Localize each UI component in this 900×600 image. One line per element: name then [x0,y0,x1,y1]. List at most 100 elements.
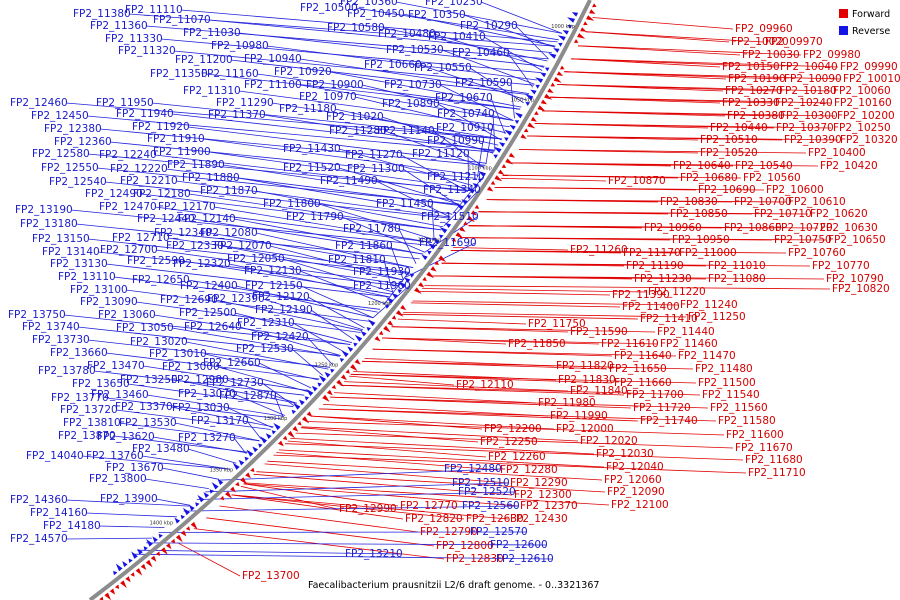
forward-gene-marker [282,435,288,441]
reverse-gene-marker [397,289,403,294]
reverse-gene-label: FP2_12710 [112,232,170,244]
label-connector [334,392,537,404]
reverse-gene-marker [535,84,540,89]
forward-gene-marker [395,310,404,317]
forward-gene-label: FP2_10200 [837,110,895,122]
forward-gene-label: FP2_11670 [735,442,793,454]
reverse-gene-label: FP2_13760 [86,450,144,462]
reverse-gene-marker [298,399,305,406]
reverse-gene-label: FP2_11490 [320,175,378,187]
forward-gene-label: FP2_12820 [405,513,463,525]
reverse-gene-label: FP2_12870 [219,390,277,402]
reverse-gene-label: FP2_12190 [255,304,313,316]
forward-gene-marker [430,266,437,272]
forward-gene-marker [391,315,397,320]
forward-gene-marker [426,271,434,279]
forward-gene-marker [451,237,457,242]
label-connector [375,180,451,218]
reverse-gene-label: FP2_12460 [10,97,68,109]
backbone-tick-label: 1300 kbp [264,416,288,422]
reverse-gene-label: FP2_11280 [329,125,387,137]
reverse-gene-label: FP2_13470 [87,360,145,372]
forward-gene-marker [374,336,381,342]
reverse-gene-label: FP2_12050 [227,253,285,265]
reverse-gene-marker [271,430,277,435]
forward-gene-label: FP2_12300 [514,489,572,501]
reverse-gene-label: FP2_13800 [89,473,147,485]
forward-gene-marker [336,379,344,387]
forward-gene-label: FP2_11500 [698,377,756,389]
backbone-tick-label: 1100 kbp [468,166,492,172]
label-connector [507,52,534,88]
reverse-gene-marker [409,273,415,278]
forward-gene-label: FP2_12770 [400,500,458,512]
reverse-gene-label: FP2_12180 [133,188,191,200]
label-connector [98,525,165,528]
reverse-gene-label: FP2_13100 [70,284,128,296]
forward-gene-label: FP2_10390 [784,134,842,146]
forward-gene-marker [455,232,464,239]
backbone-tick-label: 1050 kbp [511,98,535,104]
reverse-gene-label: FP2_11100 [244,79,302,91]
reverse-gene-label: FP2_11140 [377,125,435,137]
forward-gene-label: FP2_10440 [710,122,768,134]
forward-gene-label: FP2_10710 [754,208,812,220]
reverse-gene-label: FP2_12470 [99,201,157,213]
label-connector [87,238,409,274]
reverse-gene-label: FP2_13620 [97,431,155,443]
reverse-gene-label: FP2_10350 [408,9,466,21]
label-connector [152,436,248,454]
forward-gene-marker [125,576,131,583]
reverse-gene-label: FP2_10990 [427,135,485,147]
forward-gene-label: FP2_10250 [833,122,891,134]
reverse-gene-label: FP2_11380 [73,8,131,20]
reverse-gene-marker [544,67,550,72]
forward-gene-label: FP2_11440 [657,326,715,338]
forward-gene-marker [219,495,225,501]
reverse-gene-marker [273,422,281,431]
reverse-gene-marker [347,346,354,352]
label-connector [510,82,515,119]
reverse-gene-label: FP2_11860 [335,240,393,252]
reverse-gene-marker [360,330,367,337]
label-connector [187,279,378,313]
label-connector [398,228,417,264]
label-connector [233,393,285,416]
label-connector [151,102,503,140]
forward-gene-label: FP2_10540 [735,160,793,172]
reverse-gene-marker [525,94,534,101]
reverse-gene-marker [339,358,345,363]
reverse-gene-label: FP2_11070 [153,14,211,26]
forward-gene-marker [354,359,361,365]
label-connector [227,407,273,429]
reverse-gene-marker [211,482,219,490]
reverse-gene-label: FP2_10500 [300,2,358,14]
reverse-gene-label: FP2_13460 [91,389,149,401]
reverse-gene-label: FP2_10890 [382,98,440,110]
label-connector [153,314,351,345]
label-connector [217,366,308,392]
reverse-gene-marker [567,17,576,23]
forward-gene-label: FP2_11840 [570,385,628,397]
reverse-gene-label: FP2_12420 [251,331,309,343]
reverse-gene-label: FP2_12330 [166,240,224,252]
forward-gene-marker [99,596,104,600]
reverse-gene-label: FP2_10360 [340,0,398,8]
label-connector [167,237,410,273]
reverse-gene-marker [324,371,331,378]
forward-gene-label: FP2_10320 [840,134,898,146]
reverse-gene-label: FP2_11950 [96,97,154,109]
forward-gene-label: FP2_11000 [679,247,737,259]
label-connector [132,553,553,560]
reverse-gene-label: FP2_11020 [326,111,384,123]
forward-gene-label: FP2_10370 [776,122,834,134]
label-connector [391,326,656,333]
label-connector [185,341,329,370]
reverse-gene-marker [530,89,537,95]
reverse-gene-label: FP2_11520 [283,162,341,174]
forward-gene-label: FP2_10300 [780,110,838,122]
reverse-gene-label: FP2_12520 [458,486,516,498]
label-connector [306,421,725,436]
forward-gene-marker [130,572,135,577]
